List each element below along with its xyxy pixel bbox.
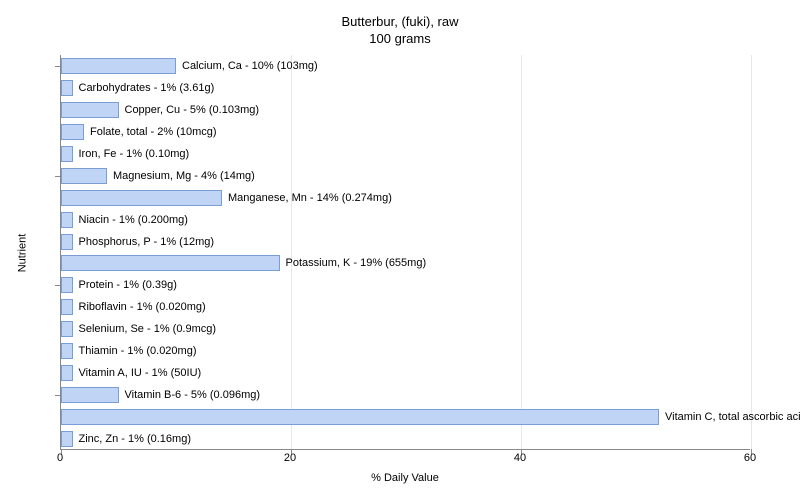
nutrient-bar-label: Vitamin C, total ascorbic acid - 52% (31… xyxy=(665,409,800,425)
nutrient-bar xyxy=(61,321,73,337)
nutrient-bar xyxy=(61,168,107,184)
nutrient-bar-label: Protein - 1% (0.39g) xyxy=(79,277,177,293)
y-tick xyxy=(55,66,61,67)
nutrient-bar-label: Zinc, Zn - 1% (0.16mg) xyxy=(79,431,191,447)
nutrient-bar xyxy=(61,58,176,74)
nutrient-bar xyxy=(61,431,73,447)
nutrient-bar xyxy=(61,234,73,250)
plot-area: Calcium, Ca - 10% (103mg) Carbohydrates -… xyxy=(60,55,750,450)
nutrient-bar-label: Potassium, K - 19% (655mg) xyxy=(286,255,427,271)
y-tick xyxy=(55,285,61,286)
nutrient-bar-label: Niacin - 1% (0.200mg) xyxy=(79,212,188,228)
nutrient-bar-label: Folate, total - 2% (10mcg) xyxy=(90,124,217,140)
title-line-1: Butterbur, (fuki), raw xyxy=(0,14,800,31)
nutrient-bar-label: Magnesium, Mg - 4% (14mg) xyxy=(113,168,255,184)
x-axis-labels: 0204060 xyxy=(60,452,750,470)
nutrient-bar-label: Vitamin B-6 - 5% (0.096mg) xyxy=(125,387,261,403)
nutrient-bar-label: Manganese, Mn - 14% (0.274mg) xyxy=(228,190,392,206)
chart-title: Butterbur, (fuki), raw 100 grams xyxy=(0,0,800,48)
nutrient-bar-label: Riboflavin - 1% (0.020mg) xyxy=(79,299,206,315)
nutrient-bar xyxy=(61,146,73,162)
nutrient-bar xyxy=(61,124,84,140)
nutrient-bar xyxy=(61,277,73,293)
x-tick-label: 40 xyxy=(514,452,526,464)
nutrient-bar-label: Copper, Cu - 5% (0.103mg) xyxy=(125,102,260,118)
x-tick-label: 0 xyxy=(57,452,63,464)
grid-line xyxy=(291,55,292,449)
nutrient-bar xyxy=(61,80,73,96)
nutrient-bar xyxy=(61,409,659,425)
title-line-2: 100 grams xyxy=(0,31,800,48)
x-tick-label: 60 xyxy=(744,452,756,464)
nutrient-bar xyxy=(61,190,222,206)
x-tick-label: 20 xyxy=(284,452,296,464)
grid-line xyxy=(751,55,752,449)
y-axis-title-container: Nutrient xyxy=(12,55,32,450)
nutrient-bar-label: Carbohydrates - 1% (3.61g) xyxy=(79,80,215,96)
x-axis-title: % Daily Value xyxy=(60,472,750,484)
nutrient-bar xyxy=(61,102,119,118)
y-tick xyxy=(55,395,61,396)
nutrient-bar-label: Phosphorus, P - 1% (12mg) xyxy=(79,234,215,250)
nutrient-bar-label: Selenium, Se - 1% (0.9mcg) xyxy=(79,321,217,337)
nutrient-bar xyxy=(61,212,73,228)
nutrient-bar xyxy=(61,365,73,381)
y-tick xyxy=(55,176,61,177)
nutrient-bar xyxy=(61,255,280,271)
grid-line xyxy=(521,55,522,449)
nutrient-bar-label: Calcium, Ca - 10% (103mg) xyxy=(182,58,318,74)
nutrient-bar-label: Iron, Fe - 1% (0.10mg) xyxy=(79,146,190,162)
nutrient-bar xyxy=(61,387,119,403)
nutrient-bar xyxy=(61,343,73,359)
nutrient-bar-label: Thiamin - 1% (0.020mg) xyxy=(79,343,197,359)
y-axis-title: Nutrient xyxy=(16,233,28,272)
nutrient-chart: Butterbur, (fuki), raw 100 grams Nutrien… xyxy=(0,0,800,500)
nutrient-bar xyxy=(61,299,73,315)
nutrient-bar-label: Vitamin A, IU - 1% (50IU) xyxy=(79,365,202,381)
